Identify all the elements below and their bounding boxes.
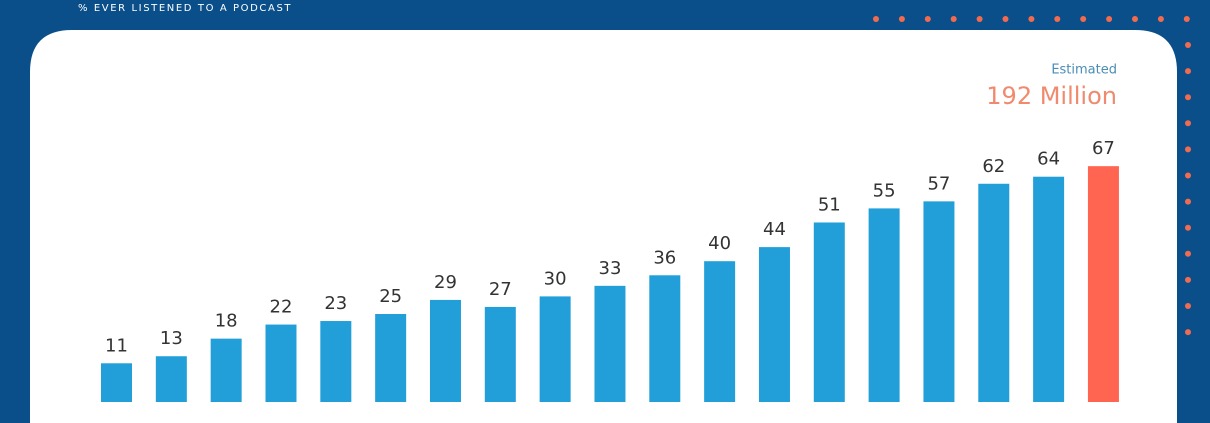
- bar: [868, 208, 900, 402]
- dot: [898, 16, 905, 22]
- data-label: 30: [544, 268, 567, 289]
- dot: [1002, 16, 1009, 22]
- dot: [1106, 16, 1113, 22]
- data-label: 11: [105, 335, 128, 356]
- dot: [1185, 120, 1191, 127]
- bar: [210, 338, 242, 402]
- data-label: 25: [379, 286, 402, 307]
- data-label: 62: [982, 156, 1005, 177]
- bar: [923, 201, 955, 402]
- dot: [924, 16, 931, 22]
- dot: [873, 16, 879, 22]
- data-label: 44: [763, 219, 786, 240]
- bar: [1087, 166, 1119, 402]
- dot: [1054, 16, 1061, 22]
- dot: [1185, 250, 1191, 257]
- data-label: 22: [270, 297, 293, 318]
- data-label: 64: [1037, 149, 1060, 170]
- chart-title: % EVER LISTENED TO A PODCAST: [78, 3, 292, 14]
- dot: [1185, 68, 1191, 75]
- dot: [1185, 198, 1191, 205]
- bar: [1033, 176, 1065, 402]
- bar: [594, 285, 626, 402]
- bar: [539, 296, 571, 402]
- bar: [429, 299, 461, 402]
- dot: [1185, 224, 1191, 231]
- data-label: 55: [873, 180, 896, 201]
- data-label: 36: [653, 247, 676, 268]
- data-label: 51: [818, 194, 841, 215]
- bar: [375, 314, 407, 402]
- bar: [101, 363, 132, 402]
- bar: [758, 247, 790, 402]
- dot: [1185, 146, 1191, 153]
- dot: [1185, 276, 1191, 283]
- data-label: 13: [160, 328, 183, 349]
- dot: [1157, 16, 1164, 22]
- dot: [1183, 16, 1190, 22]
- dot: [1185, 172, 1191, 179]
- dot: [1132, 16, 1138, 22]
- data-label: 18: [215, 311, 238, 332]
- dot: [950, 16, 957, 22]
- bar: [978, 183, 1010, 402]
- data-label: 67: [1092, 138, 1115, 159]
- bar: [704, 261, 736, 402]
- annotation: Estimated: [1051, 63, 1117, 78]
- bar: [813, 222, 845, 402]
- dot: [1185, 42, 1191, 48]
- data-label: 33: [599, 258, 622, 279]
- annotation: 192 Million: [986, 82, 1117, 110]
- dots: [873, 16, 1191, 336]
- data-label: 23: [324, 293, 347, 314]
- bar: [155, 356, 187, 402]
- data-label: 29: [434, 272, 457, 293]
- dot: [1185, 94, 1191, 101]
- dot: [1080, 16, 1087, 22]
- dot: [1028, 16, 1035, 22]
- bar: [320, 321, 352, 402]
- bar: [649, 275, 681, 402]
- dot: [1185, 329, 1191, 336]
- bar: [484, 306, 516, 402]
- data-label: 40: [708, 233, 731, 254]
- data-label: 27: [489, 279, 512, 300]
- dot: [976, 16, 983, 22]
- data-label: 57: [927, 173, 950, 194]
- dot: [1185, 303, 1191, 309]
- bar: [265, 324, 297, 402]
